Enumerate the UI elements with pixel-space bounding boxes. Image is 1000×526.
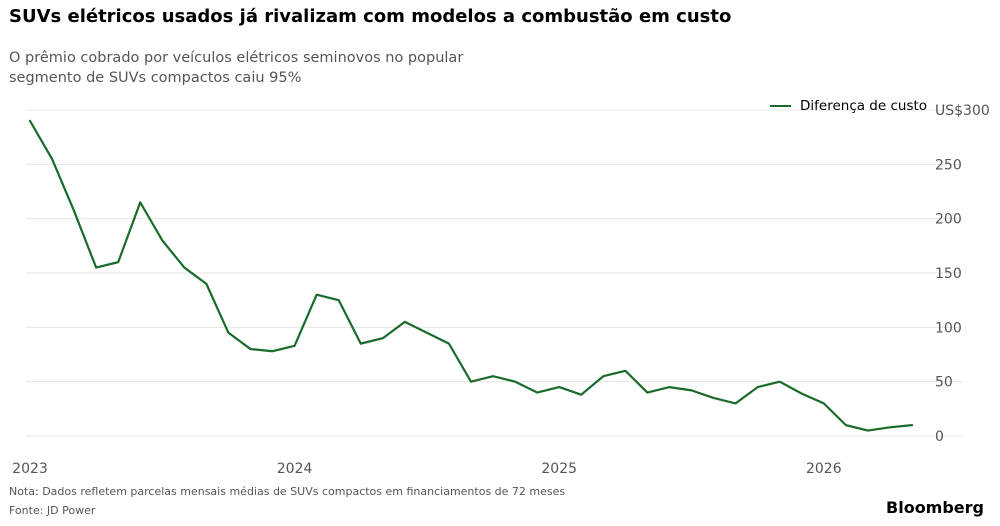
series-line xyxy=(28,119,914,432)
chart-title: SUVs elétricos usados já rivalizam com m… xyxy=(9,6,732,27)
x-tick-label: 2026 xyxy=(806,461,842,477)
y-tick-label: US$300 xyxy=(935,103,990,119)
gridlines xyxy=(26,109,962,437)
y-axis-ticks: 0 50 100 150 200 250 US$300 xyxy=(935,103,990,445)
legend-label: Diferença de custo xyxy=(800,98,928,114)
chart-subtitle: O prêmio cobrado por veículos elétricos … xyxy=(9,50,464,86)
chart-note: Nota: Dados refletem parcelas mensais mé… xyxy=(9,485,566,498)
y-tick-label: 200 xyxy=(935,212,962,228)
y-tick-label: 100 xyxy=(935,320,962,336)
x-tick-label: 2025 xyxy=(541,461,577,477)
y-tick-label: 0 xyxy=(935,429,944,445)
x-tick-label: 2023 xyxy=(12,461,48,477)
bloomberg-logo: Bloomberg xyxy=(886,498,984,517)
chart-legend: Diferença de custo xyxy=(770,96,927,116)
x-tick-label: 2024 xyxy=(277,461,313,477)
y-tick-label: 50 xyxy=(935,375,953,391)
x-axis-ticks: 2023 2024 2025 2026 xyxy=(12,461,842,477)
y-tick-label: 150 xyxy=(935,266,962,282)
series-layer xyxy=(28,119,914,432)
legend-swatch xyxy=(770,104,791,108)
y-tick-label: 250 xyxy=(935,157,962,173)
chart-source: Fonte: JD Power xyxy=(9,504,96,517)
